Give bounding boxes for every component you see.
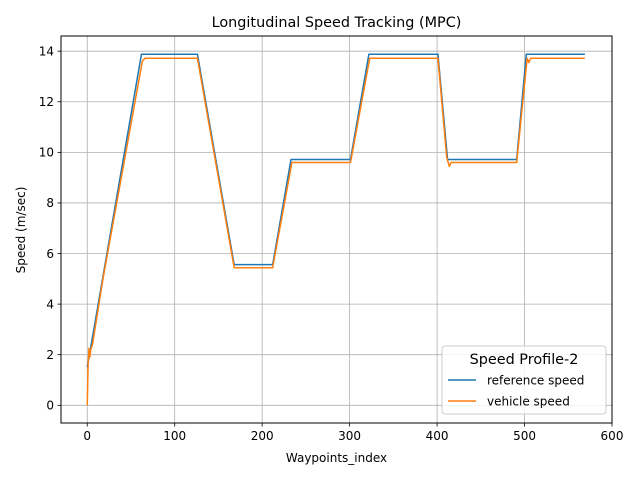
x-tick-label: 200: [251, 429, 274, 443]
legend-label-reference-speed: reference speed: [487, 374, 584, 388]
x-tick-label: 500: [513, 429, 536, 443]
series-lines: [86, 53, 585, 406]
legend-label-vehicle-speed: vehicle speed: [487, 395, 570, 409]
y-axis-label: Speed (m/sec): [14, 187, 28, 274]
grid: [61, 36, 613, 423]
x-axis-label: Waypoints_index: [286, 451, 387, 465]
x-tick-label: 100: [163, 429, 186, 443]
series-line-vehicle-speed: [86, 57, 585, 406]
plot-frame: [60, 35, 613, 424]
y-tick-label: 12: [39, 95, 54, 109]
y-tick-label: 6: [46, 247, 54, 261]
legend: Speed Profile-2 reference speed vehicle …: [441, 345, 607, 415]
y-tick-label: 0: [46, 399, 54, 413]
axis-ticks: 0 100 200 300 400 500 600 0 2 4 6 8 10 12 14: [39, 44, 624, 443]
y-tick-label: 8: [46, 196, 54, 210]
y-tick-label: 14: [39, 44, 54, 58]
legend-box: [441, 345, 607, 415]
y-tick-label: 10: [39, 146, 54, 160]
x-tick-label: 300: [338, 429, 361, 443]
x-tick-label: 400: [426, 429, 449, 443]
chart-title: Longitudinal Speed Tracking (MPC): [212, 15, 462, 31]
y-tick-label: 2: [46, 348, 54, 362]
x-tick-label: 0: [83, 429, 91, 443]
y-tick-label: 4: [46, 297, 54, 311]
legend-title: Speed Profile-2: [470, 352, 579, 368]
x-tick-label: 600: [601, 429, 624, 443]
